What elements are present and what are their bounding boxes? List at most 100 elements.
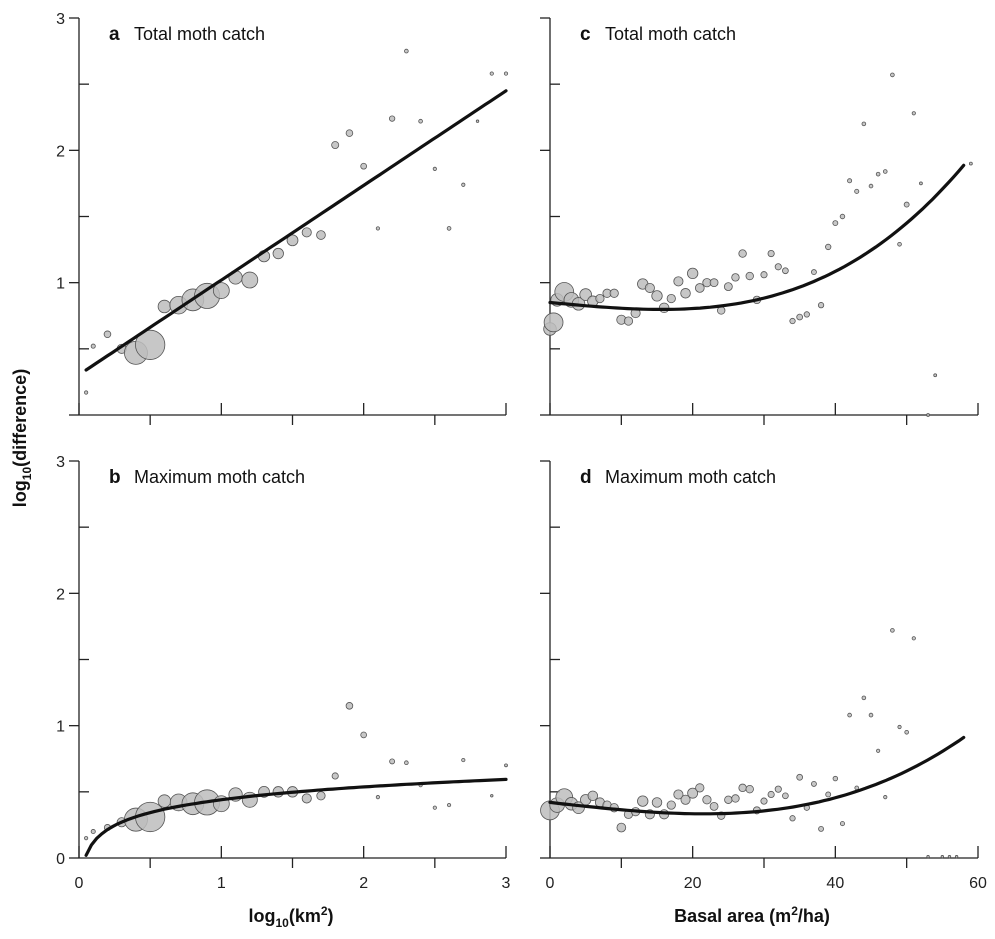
data-point <box>446 802 452 808</box>
data-point <box>375 795 380 800</box>
data-point <box>811 269 817 275</box>
data-point <box>868 712 874 718</box>
data-point <box>723 282 733 292</box>
data-point <box>135 329 166 360</box>
data-point <box>883 795 888 800</box>
data-point <box>404 760 409 766</box>
y-tick-label-a: 2 <box>56 143 65 160</box>
data-point <box>616 822 627 833</box>
data-point <box>389 758 396 765</box>
data-point <box>286 234 299 247</box>
data-point <box>731 273 740 282</box>
x-axis-title-left-subscript: 10 <box>275 916 289 930</box>
data-point <box>489 71 494 76</box>
data-point <box>876 748 881 753</box>
data-point <box>504 763 508 768</box>
data-point <box>709 278 719 288</box>
data-point <box>103 330 112 339</box>
fit-line-b <box>84 777 508 857</box>
data-point <box>745 785 754 794</box>
data-point <box>911 636 916 641</box>
data-point <box>316 791 326 801</box>
data-point <box>947 855 952 859</box>
data-point <box>890 72 895 78</box>
data-point <box>90 343 96 349</box>
x-axis-title-left-superscript: 2 <box>321 904 328 918</box>
panel-letter-c: c <box>580 24 591 45</box>
data-point <box>345 129 354 137</box>
y-tick-label-b: 1 <box>56 719 65 736</box>
panel-letter-b: b <box>109 467 121 488</box>
data-point <box>760 797 768 805</box>
data-point <box>360 162 368 170</box>
data-point <box>316 230 326 240</box>
data-point <box>609 288 619 298</box>
data-point <box>84 836 89 841</box>
data-point <box>543 312 564 333</box>
data-point <box>461 182 466 187</box>
data-point <box>954 855 959 859</box>
panel-title-d: Maximum moth catch <box>605 467 776 487</box>
data-point <box>84 390 89 395</box>
panel-a: 1 2 3 a Total moth catch <box>56 11 509 425</box>
data-point <box>695 783 705 793</box>
data-point <box>904 729 909 735</box>
data-point <box>861 695 867 701</box>
data-point <box>811 780 817 787</box>
data-point <box>738 783 747 793</box>
panel-letter-a: a <box>109 24 120 45</box>
data-point <box>404 48 409 54</box>
data-point <box>861 121 867 127</box>
data-point <box>738 249 747 258</box>
data-point <box>789 317 796 325</box>
points-d <box>540 628 959 859</box>
x-axis-title-right-superscript: 2 <box>791 904 798 918</box>
panel-b: 0 1 2 3 0 1 2 3 b Maximum moth catch <box>56 454 510 892</box>
data-point <box>968 161 973 166</box>
data-point <box>825 791 832 798</box>
data-point <box>694 283 705 293</box>
data-point <box>503 71 509 76</box>
data-point <box>360 731 368 739</box>
x-tick-label-b: 1 <box>217 875 226 892</box>
data-point <box>709 802 719 811</box>
y-tick-label-b: 3 <box>56 454 65 471</box>
panel-title-c: Total moth catch <box>605 24 736 44</box>
data-point <box>446 226 452 231</box>
x-axis-title-left: log10(km2) <box>248 904 333 930</box>
y-tick-label-a: 3 <box>56 11 65 28</box>
data-point <box>666 293 676 304</box>
data-point <box>702 795 712 805</box>
data-point <box>241 271 259 289</box>
points-c <box>543 72 973 417</box>
data-point <box>882 169 888 174</box>
data-point <box>774 263 782 271</box>
data-point <box>461 757 466 763</box>
data-point <box>940 855 944 859</box>
data-point <box>651 290 663 302</box>
data-point <box>839 821 845 827</box>
x-axis-title-right: Basal area (m2/ha) <box>674 904 830 926</box>
data-point <box>854 188 860 194</box>
data-point <box>818 825 824 832</box>
fit-line-a <box>84 89 508 372</box>
x-tick-label-d: 0 <box>546 875 555 892</box>
data-point <box>731 794 740 803</box>
data-point <box>847 178 853 184</box>
data-point <box>789 815 796 822</box>
data-point <box>796 313 804 321</box>
points-a <box>84 48 509 395</box>
data-point <box>825 243 832 251</box>
data-point <box>389 115 396 122</box>
data-point <box>331 772 339 780</box>
data-point <box>897 241 902 247</box>
data-point <box>157 299 172 314</box>
data-point <box>666 800 676 810</box>
data-point <box>490 794 494 798</box>
y-axis-title-subscript: 10 <box>20 467 34 481</box>
data-point <box>90 829 96 835</box>
data-point <box>745 271 754 281</box>
data-point <box>868 183 874 189</box>
data-point <box>760 271 768 279</box>
